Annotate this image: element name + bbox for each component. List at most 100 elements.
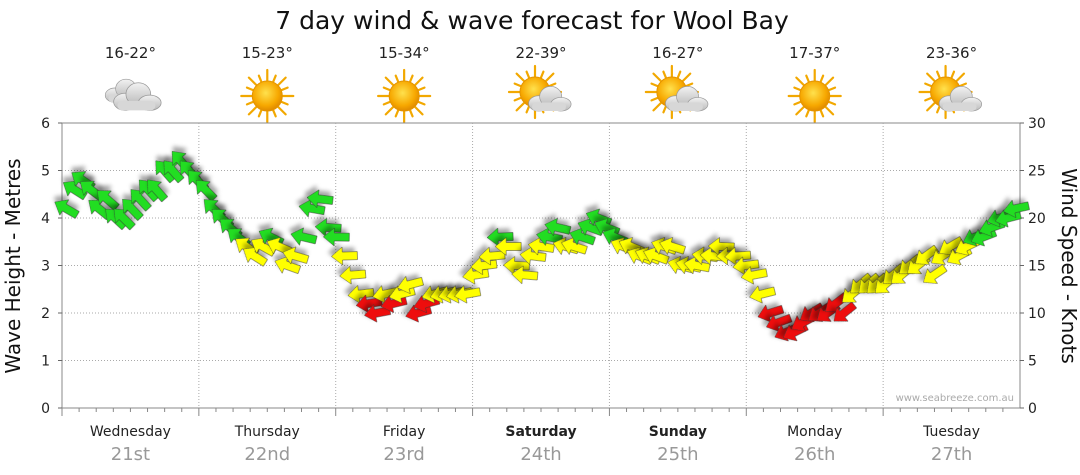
sun-ray: [513, 82, 523, 88]
wind-arrow: [486, 227, 514, 247]
wind-arrow: [740, 265, 768, 285]
sun-ray: [384, 76, 395, 87]
sun-ray: [245, 100, 255, 106]
sun-ray: [513, 96, 523, 102]
sunny-icon: [240, 68, 295, 124]
sun-ray: [416, 86, 426, 92]
temp-range: 15-34°: [379, 44, 430, 62]
day-date: 25th: [657, 444, 698, 465]
sun-ray: [515, 101, 526, 112]
sun-ray: [684, 82, 694, 88]
day-name: Thursday: [234, 424, 300, 440]
cloud-shape: [528, 86, 572, 112]
wind-arrow: [724, 246, 752, 266]
wind-arrow: [519, 246, 547, 266]
sun-ray: [408, 108, 414, 118]
sun-ray: [539, 70, 545, 80]
day-date: 23rd: [383, 444, 424, 465]
sun-ray: [515, 72, 526, 83]
sun-ray: [950, 70, 956, 80]
sun-ray: [247, 105, 258, 116]
wind-arrow: [122, 198, 144, 221]
sun-ray: [955, 72, 966, 83]
wind-arrow: [707, 236, 735, 256]
wind-arrow: [243, 247, 268, 267]
partly-cloudy-icon: [918, 64, 983, 120]
left-tick-label: 0: [41, 401, 50, 417]
sun-ray: [271, 74, 277, 84]
day-date: 21st: [111, 444, 150, 465]
wind-arrow: [1002, 199, 1030, 219]
wind-arrow: [938, 236, 965, 256]
sun-ray: [257, 74, 263, 84]
day-date: 26th: [794, 444, 835, 465]
left-tick-label: 4: [41, 211, 50, 227]
right-tick-label: 0: [1028, 401, 1037, 417]
day-date: 27th: [931, 444, 972, 465]
wind-arrow: [544, 217, 572, 237]
sun-disc: [799, 80, 831, 112]
sun-ray: [257, 108, 263, 118]
sun-ray: [827, 86, 837, 92]
sun-ray: [805, 74, 811, 84]
wind-arrow: [339, 265, 367, 285]
sun-ray: [280, 86, 289, 92]
sun-ray: [795, 76, 806, 87]
sun-ray: [819, 108, 825, 118]
day-name: Monday: [787, 424, 842, 440]
left-tick-label: 3: [41, 259, 50, 275]
wind-arrow: [147, 179, 169, 203]
temperature-row: 16-22° 15-23° 15-34° 22-39° 16-27° 17-37° 23-3…: [105, 44, 977, 62]
sun-ray: [650, 82, 660, 88]
wind-arrow: [749, 285, 776, 304]
wind-arrow: [454, 284, 482, 304]
wind-arrow: [274, 255, 302, 274]
sun-ray: [924, 82, 933, 88]
sun-ray: [416, 100, 426, 106]
wind-arrow: [511, 265, 539, 285]
sun-ray: [958, 82, 967, 88]
sun-ray: [652, 72, 663, 83]
sun-ray: [394, 108, 400, 118]
sun-ray: [382, 100, 392, 106]
day-name: Saturday: [505, 424, 576, 440]
wind-arrow: [306, 189, 334, 209]
cloud-shape: [665, 86, 709, 112]
sun-ray: [827, 100, 837, 106]
wind-arrows: [54, 150, 1030, 342]
sun-ray: [394, 74, 400, 84]
sun-ray: [276, 105, 287, 116]
cloudy-icon: [104, 78, 162, 111]
plot-area: 0 1 2 3 4 5 6 0 5 10 15 20 25 30: [41, 116, 1046, 417]
weather-icons: [104, 64, 983, 124]
sun-ray: [271, 108, 277, 118]
wind-arrow: [290, 227, 318, 246]
sunny-icon: [377, 68, 432, 124]
partly-cloudy-icon: [644, 64, 709, 120]
temp-range: 16-27°: [652, 44, 703, 62]
sun-ray: [662, 104, 668, 114]
sun-ray: [525, 70, 531, 80]
sun-ray: [547, 82, 557, 88]
sun-disc: [388, 80, 420, 112]
sun-ray: [245, 86, 255, 92]
sun-ray: [382, 86, 392, 92]
sun-ray: [936, 104, 941, 114]
wind-arrow: [536, 227, 564, 246]
wind-arrow: [659, 236, 686, 256]
sun-ray: [525, 104, 531, 114]
sun-ray: [676, 70, 682, 80]
sun-ray: [280, 100, 289, 106]
axis-ticks: 0 1 2 3 4 5 6 0 5 10 15 20 25 30: [41, 116, 1046, 417]
cloud-shape: [938, 86, 983, 112]
wind-arrow: [372, 285, 400, 304]
watermark: www.seabreeze.com.au: [896, 393, 1014, 404]
right-tick-label: 30: [1028, 116, 1046, 132]
right-tick-label: 5: [1028, 354, 1037, 370]
sun-ray: [544, 72, 555, 83]
cloud-shape: [113, 82, 162, 111]
left-tick-label: 5: [41, 164, 50, 180]
right-axis-label: Wind Speed - Knots: [1057, 168, 1080, 364]
wind-arrow: [683, 255, 711, 275]
wind-arrow: [130, 189, 152, 212]
